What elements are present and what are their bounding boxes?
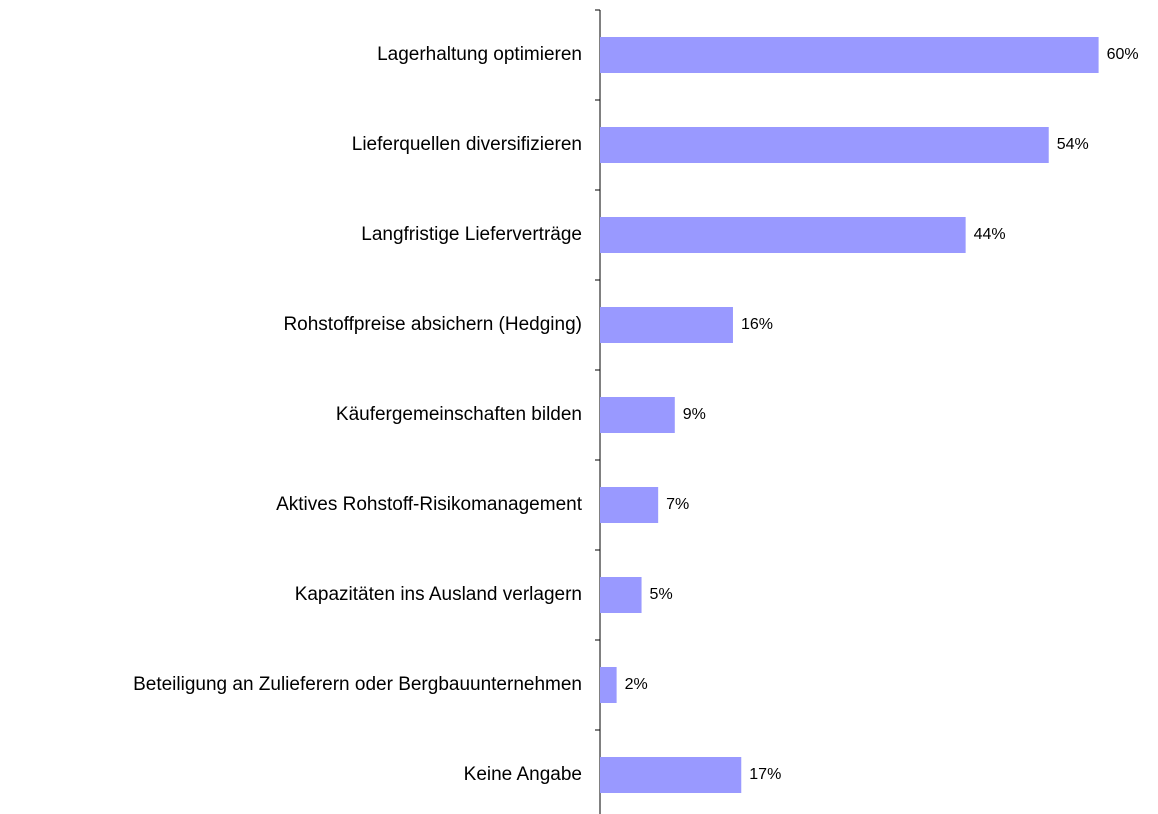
value-label: 54% — [1057, 136, 1089, 153]
bar — [600, 487, 659, 523]
category-label: Lieferquellen diversifizieren — [352, 134, 582, 155]
value-label: 9% — [683, 406, 706, 423]
bar — [600, 397, 675, 433]
category-label: Keine Angabe — [464, 764, 582, 785]
bar — [600, 37, 1099, 73]
value-label: 60% — [1107, 46, 1139, 63]
value-label: 7% — [666, 496, 689, 513]
category-label: Rohstoffpreise absichern (Hedging) — [283, 314, 582, 335]
category-label: Kapazitäten ins Ausland verlagern — [295, 584, 582, 605]
bar — [600, 307, 733, 343]
category-label: Langfristige Lieferverträge — [361, 224, 582, 245]
bar — [600, 127, 1049, 163]
value-label: 2% — [625, 676, 648, 693]
category-label: Aktives Rohstoff-Risikomanagement — [276, 494, 583, 515]
bar — [600, 667, 617, 703]
value-label: 17% — [749, 766, 781, 783]
category-label: Lagerhaltung optimieren — [377, 44, 582, 65]
value-label: 5% — [650, 586, 673, 603]
bar — [600, 577, 642, 613]
value-label: 44% — [974, 226, 1006, 243]
category-label: Beteiligung an Zulieferern oder Bergbauu… — [133, 674, 582, 695]
category-label: Käufergemeinschaften bilden — [336, 404, 582, 425]
value-label: 16% — [741, 316, 773, 333]
bar — [600, 217, 966, 253]
bar — [600, 757, 742, 793]
